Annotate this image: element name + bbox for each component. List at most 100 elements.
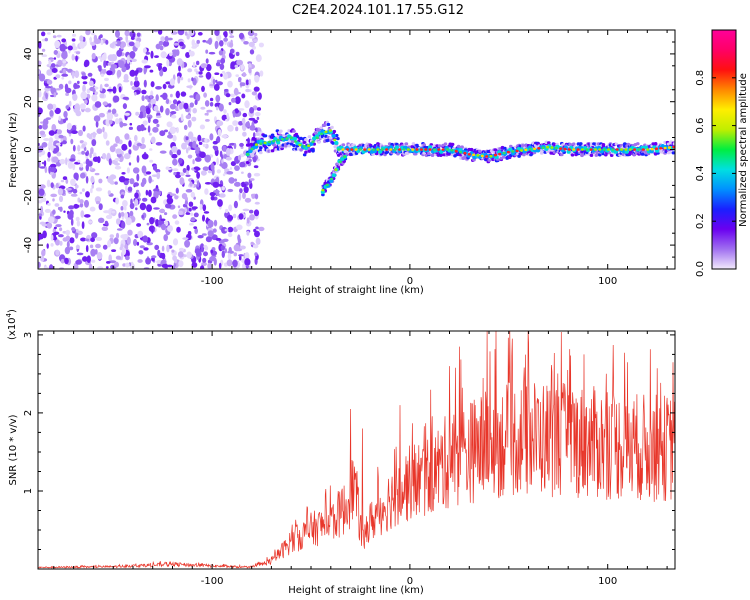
heatmap-cell <box>238 78 242 83</box>
heatmap-cell <box>147 125 151 133</box>
heatmap-cell <box>112 175 117 179</box>
heatmap-cell <box>156 110 160 113</box>
heatmap-cell <box>498 152 502 156</box>
heatmap-cell <box>39 166 46 169</box>
heatmap-cell <box>186 33 190 40</box>
heatmap-cell <box>134 91 137 96</box>
heatmap-cell <box>255 226 259 230</box>
heatmap-cell <box>105 266 109 269</box>
heatmap-cell <box>38 261 41 268</box>
heatmap-cell <box>220 57 226 64</box>
heatmap-cell <box>393 148 397 151</box>
heatmap-cell <box>172 158 178 166</box>
heatmap-cell <box>159 209 165 213</box>
heatmap-cell <box>167 37 173 41</box>
heatmap-cell <box>199 124 205 130</box>
heatmap-cell <box>243 41 249 45</box>
heatmap-cell <box>88 80 94 87</box>
heatmap-cell <box>90 188 93 194</box>
heatmap-cell <box>92 152 97 157</box>
heatmap-cell <box>343 155 347 158</box>
heatmap-cell <box>659 147 663 150</box>
heatmap-cell <box>171 249 175 253</box>
heatmap-cell <box>177 251 184 258</box>
heatmap-cell <box>378 149 383 154</box>
heatmap-cell <box>142 127 147 131</box>
heatmap-cell <box>90 132 98 136</box>
heatmap-cell <box>63 110 68 118</box>
heatmap-cell <box>103 131 108 140</box>
heatmap-cell <box>120 211 125 217</box>
heatmap-cell <box>166 121 173 128</box>
heatmap-cell <box>60 258 65 264</box>
heatmap-cell <box>214 40 219 49</box>
heatmap-cell <box>437 144 442 148</box>
heatmap-cell <box>58 234 64 238</box>
spectrogram-y-tick-label: -20 <box>23 189 34 205</box>
heatmap-cell <box>148 132 152 136</box>
heatmap-cell <box>292 136 297 141</box>
heatmap-cell <box>228 177 235 184</box>
heatmap-cell <box>666 142 671 146</box>
heatmap-cell <box>253 172 261 177</box>
colorbar-tick-label: 0.4 <box>695 165 706 181</box>
heatmap-cell <box>134 76 138 82</box>
heatmap-cell <box>160 51 167 59</box>
heatmap-cell <box>104 220 108 226</box>
heatmap-cell <box>333 138 337 142</box>
heatmap-cell <box>75 216 80 222</box>
heatmap-cell <box>218 103 224 112</box>
heatmap-cell <box>91 259 96 263</box>
heatmap-cell <box>224 88 229 92</box>
heatmap-cell <box>253 144 259 149</box>
heatmap-cell <box>182 237 189 240</box>
heatmap-cell <box>177 30 185 36</box>
heatmap-cell <box>251 194 256 199</box>
heatmap-cell <box>120 43 124 50</box>
heatmap-cell <box>291 140 295 144</box>
heatmap-cell <box>563 147 567 151</box>
heatmap-cell <box>56 53 61 59</box>
heatmap-cell <box>188 207 192 212</box>
heatmap-cell <box>71 38 76 42</box>
heatmap-cell <box>136 155 140 163</box>
heatmap-cell <box>49 163 57 169</box>
heatmap-cell <box>39 130 46 136</box>
heatmap-cell <box>186 85 193 89</box>
heatmap-cell <box>323 123 327 127</box>
heatmap-cell <box>174 220 180 225</box>
heatmap-cell <box>207 220 214 228</box>
heatmap-cell <box>99 83 103 92</box>
heatmap-cell <box>91 184 94 189</box>
heatmap-cell <box>155 219 160 227</box>
heatmap-cell <box>69 209 74 217</box>
snr-panel: -100 0 100 1 2 3 Height of straight line (km)… <box>5 309 676 596</box>
heatmap-cell <box>180 113 184 122</box>
heatmap-cell <box>83 161 86 164</box>
heatmap-cell <box>547 141 551 145</box>
heatmap-cell <box>150 196 157 204</box>
colorbar-tick-label: 0.6 <box>695 118 706 134</box>
heatmap-cell <box>184 31 188 36</box>
heatmap-cell <box>96 252 103 260</box>
heatmap-cell <box>159 105 164 113</box>
heatmap-cell <box>427 145 433 150</box>
heatmap-cell <box>121 172 126 175</box>
heatmap-cell <box>177 205 181 209</box>
heatmap-cell <box>136 125 143 132</box>
heatmap-cell <box>118 176 126 183</box>
heatmap-cell <box>331 133 336 138</box>
heatmap-cell <box>206 64 212 72</box>
heatmap-cell <box>170 31 178 35</box>
heatmap-cell <box>193 166 200 170</box>
heatmap-cell <box>188 145 191 151</box>
heatmap-cell <box>235 126 239 132</box>
heatmap-cell <box>115 255 122 260</box>
heatmap-cell <box>66 240 70 249</box>
heatmap-cell <box>152 126 159 133</box>
heatmap-cell <box>203 92 208 98</box>
heatmap-cell <box>217 199 223 207</box>
heatmap-cell <box>243 186 249 194</box>
heatmap-cell <box>204 100 210 107</box>
heatmap-cell <box>48 59 52 67</box>
